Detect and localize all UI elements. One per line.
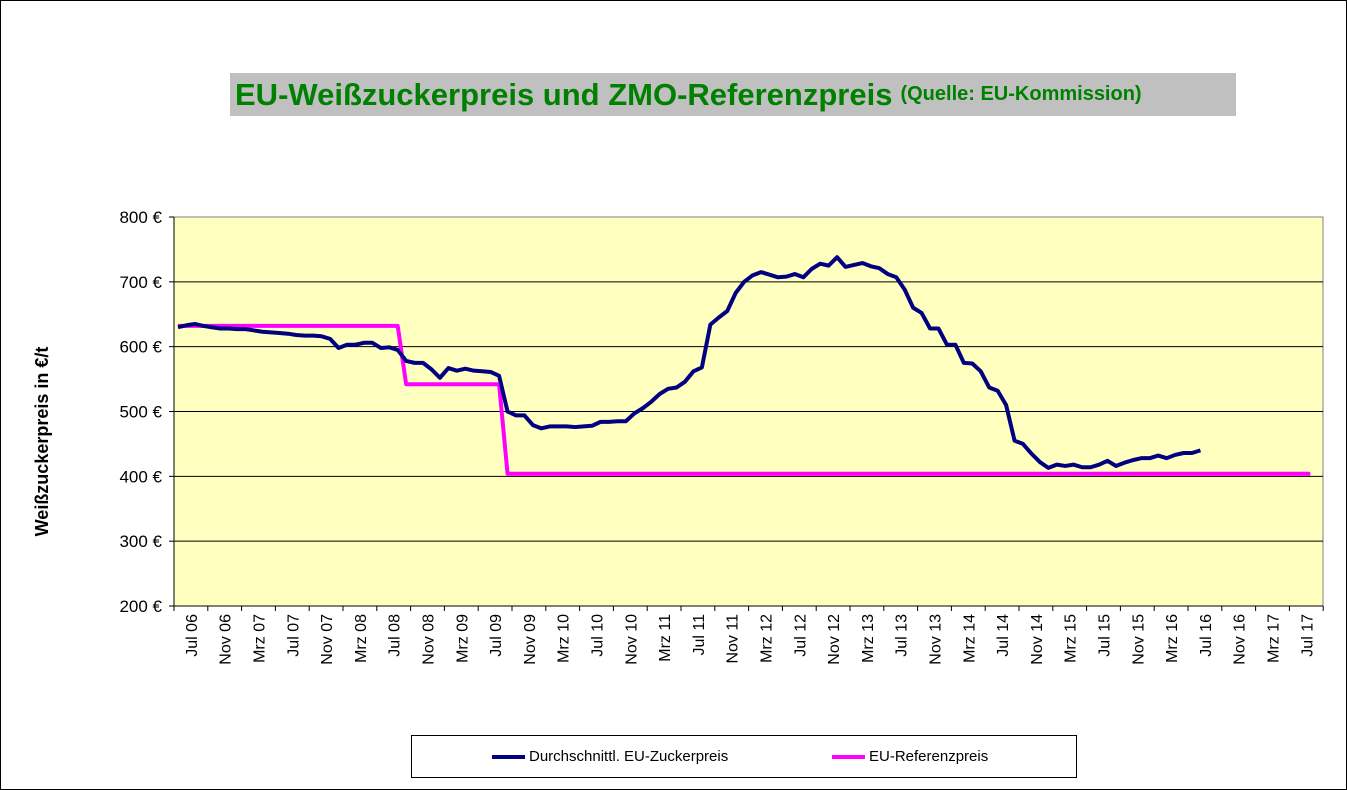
legend-label-reference-price: EU-Referenzpreis (869, 748, 989, 765)
y-tick-label: 800 € (119, 208, 162, 227)
legend-item-reference-price: EU-Referenzpreis (832, 736, 988, 777)
legend-swatch-reference-price (832, 754, 865, 759)
x-tick-label: Nov 16 (1232, 614, 1249, 665)
legend-swatch-avg-price (492, 754, 525, 759)
chart-legend: Durchschnittl. EU-Zuckerpreis EU-Referen… (411, 735, 1077, 778)
chart-subtitle: (Quelle: EU-Kommission) (900, 83, 1142, 105)
x-tick-label: Jul 15 (1097, 614, 1114, 657)
legend-label-avg-price: Durchschnittl. EU-Zuckerpreis (529, 748, 729, 765)
y-tick-label: 400 € (119, 467, 162, 486)
y-tick-label: 500 € (119, 403, 162, 422)
x-tick-label: Mrz 12 (759, 614, 776, 663)
y-tick-label: 600 € (119, 338, 162, 357)
x-tick-label: Mrz 08 (353, 614, 370, 663)
x-tick-label: Jul 12 (792, 614, 809, 657)
series-line-avg-price (177, 255, 1202, 470)
x-tick-label: Jul 10 (590, 614, 607, 657)
x-tick-label: Nov 11 (725, 614, 742, 664)
x-tick-label: Nov 09 (522, 614, 539, 665)
x-tick-label: Mrz 11 (657, 614, 674, 662)
x-tick-label: Mrz 16 (1164, 614, 1181, 663)
x-tick-label: Mrz 15 (1063, 614, 1080, 663)
x-tick-label: Jul 09 (488, 614, 505, 657)
legend-item-avg-price: Durchschnittl. EU-Zuckerpreis (492, 736, 728, 777)
x-tick-label: Nov 15 (1130, 614, 1147, 665)
chart-title-box: EU-Weißzuckerpreis und ZMO-Referenzpreis… (230, 73, 1236, 116)
x-tick-label: Nov 08 (421, 614, 438, 665)
x-tick-label: Nov 13 (928, 614, 945, 665)
chart-title: EU-Weißzuckerpreis und ZMO-Referenzpreis (235, 76, 893, 112)
series-line-reference-price (178, 323, 1311, 476)
x-tick-label: Nov 12 (826, 614, 843, 665)
x-tick-label: Nov 07 (319, 614, 336, 665)
y-axis-title: Weißzuckerpreis in €/t (32, 347, 52, 537)
y-tick-label: 700 € (119, 273, 162, 292)
x-tick-label: Jul 07 (285, 614, 302, 657)
x-tick-label: Mrz 13 (860, 614, 877, 663)
x-tick-label: Nov 10 (623, 614, 640, 665)
x-tick-label: Mrz 07 (252, 614, 269, 663)
x-tick-label: Jul 11 (691, 614, 708, 656)
x-tick-label: Jul 16 (1198, 614, 1215, 657)
x-tick-label: Jul 06 (184, 614, 201, 657)
x-tick-label: Mrz 14 (961, 614, 978, 663)
x-tick-label: Nov 06 (218, 614, 235, 665)
x-tick-label: Mrz 09 (454, 614, 471, 663)
x-tick-label: Jul 17 (1299, 614, 1316, 657)
y-tick-label: 300 € (119, 532, 162, 551)
x-tick-label: Jul 14 (995, 614, 1012, 657)
x-tick-label: Jul 08 (387, 614, 404, 657)
x-tick-label: Mrz 17 (1266, 614, 1283, 663)
x-tick-label: Mrz 10 (556, 614, 573, 663)
y-tick-label: 200 € (119, 597, 162, 616)
x-tick-label: Jul 13 (894, 614, 911, 657)
x-tick-label: Nov 14 (1029, 614, 1046, 665)
